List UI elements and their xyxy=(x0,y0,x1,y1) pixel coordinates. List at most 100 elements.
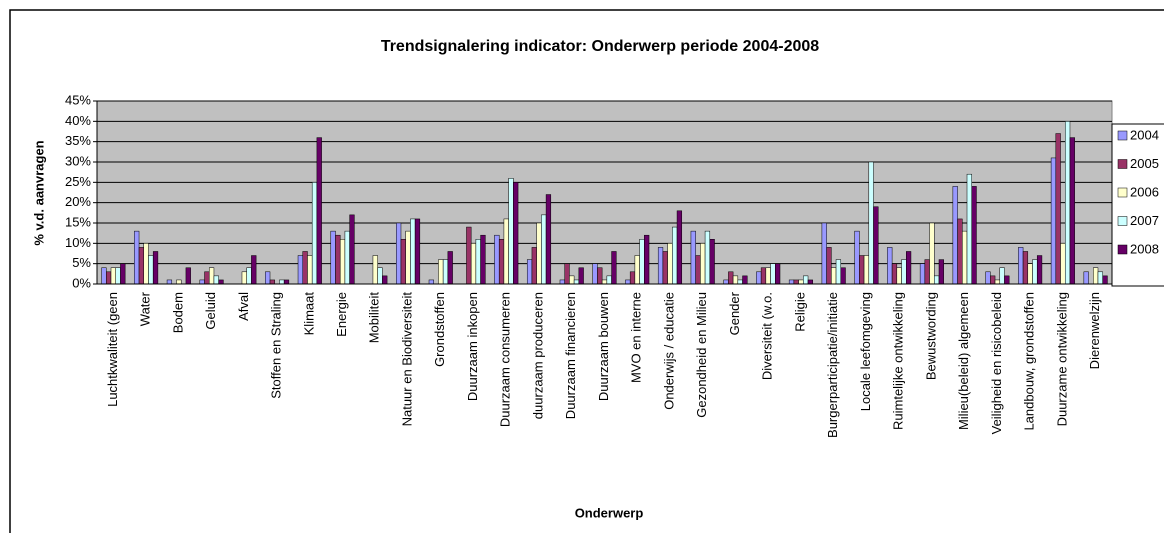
bar xyxy=(279,279,285,285)
bar xyxy=(919,263,926,285)
bar xyxy=(400,239,406,285)
x-tick-label: Stoffen en Straling xyxy=(269,292,284,399)
bar xyxy=(962,230,968,285)
bar xyxy=(994,279,1001,285)
bar xyxy=(134,230,140,285)
bar xyxy=(442,259,449,285)
bar xyxy=(545,194,552,285)
x-tick-label: Religie xyxy=(792,292,807,332)
bar xyxy=(251,255,257,285)
bar xyxy=(1097,271,1103,285)
bar xyxy=(541,214,547,285)
bar xyxy=(775,263,781,285)
bar xyxy=(690,230,696,285)
bar xyxy=(396,222,402,285)
bar xyxy=(414,218,421,285)
bar xyxy=(676,210,683,285)
bar xyxy=(148,255,154,285)
y-tick-label: 15% xyxy=(65,214,91,229)
bar xyxy=(737,279,743,285)
bar xyxy=(330,230,336,285)
bar xyxy=(1027,263,1033,285)
bar xyxy=(644,234,650,285)
bar xyxy=(732,275,739,285)
bar xyxy=(873,206,879,285)
x-tick-label: Duurzaam inkopen xyxy=(465,292,480,401)
bar xyxy=(307,255,313,285)
bar xyxy=(891,263,898,285)
bar xyxy=(985,271,991,285)
bar xyxy=(863,255,870,285)
bar xyxy=(606,275,612,285)
x-tick-label: Locale leefomgeving xyxy=(858,292,873,411)
x-tick-label: Landbouw, grondstoffen xyxy=(1022,292,1037,431)
bar xyxy=(120,263,126,285)
bar xyxy=(1060,243,1066,285)
x-tick-label: Duurzame ontwikkeling xyxy=(1054,292,1069,426)
bar xyxy=(283,279,290,285)
bar xyxy=(466,226,472,285)
bar xyxy=(241,271,247,285)
bar xyxy=(742,275,748,285)
bar xyxy=(840,267,846,285)
bar xyxy=(405,230,411,285)
bar xyxy=(372,255,378,285)
bar xyxy=(569,275,575,285)
bar xyxy=(999,267,1005,285)
x-tick-label: Gezondheid en Milieu xyxy=(694,292,709,418)
x-tick-label: Geluid xyxy=(203,292,218,330)
bar xyxy=(208,267,215,285)
bar xyxy=(1050,157,1057,285)
bar xyxy=(143,243,149,285)
y-tick-label: 35% xyxy=(65,133,91,148)
bar xyxy=(344,230,350,285)
bar xyxy=(756,271,762,285)
bar xyxy=(503,218,509,285)
bar xyxy=(859,255,865,285)
x-tick-label: Bewustwording xyxy=(923,292,938,380)
x-tick-label: Grondstoffen xyxy=(432,292,447,367)
legend-swatch xyxy=(1117,130,1128,141)
bar xyxy=(1093,267,1099,285)
legend-swatch xyxy=(1117,216,1128,226)
bar xyxy=(831,267,837,285)
bar xyxy=(204,271,210,285)
y-tick-label: 30% xyxy=(65,153,91,168)
bar xyxy=(938,259,944,285)
bar xyxy=(246,267,252,285)
bar xyxy=(531,247,537,285)
bar xyxy=(929,222,935,285)
bar xyxy=(611,251,617,285)
x-tick-label: Luchtkwaliteit (geen xyxy=(105,292,120,407)
bar xyxy=(578,267,584,285)
bar xyxy=(1064,121,1071,285)
x-axis-title: Onderwerp xyxy=(575,505,644,520)
bar xyxy=(302,251,308,285)
bar xyxy=(592,263,598,285)
bar xyxy=(667,243,673,285)
bar xyxy=(601,279,608,285)
bar xyxy=(447,251,453,285)
bar xyxy=(868,161,874,285)
bar xyxy=(382,275,388,285)
x-tick-label: Natuur en Biodiversiteit xyxy=(399,292,414,427)
x-tick-label: Duurzaam bouwen xyxy=(596,292,611,401)
bar xyxy=(990,275,996,285)
bar xyxy=(311,182,318,285)
x-tick-label: Gender xyxy=(727,291,742,335)
bar xyxy=(297,255,304,285)
bar xyxy=(803,275,809,285)
chart-title: Trendsignalering indicator: Onderwerp pe… xyxy=(381,38,819,55)
x-tick-label: MVO en interne xyxy=(629,292,644,383)
x-tick-label: duurzaam produceren xyxy=(530,292,545,419)
bar xyxy=(854,230,860,285)
legend-swatch xyxy=(1117,159,1128,169)
bar xyxy=(934,275,940,285)
bar xyxy=(101,267,107,285)
bar xyxy=(428,279,434,285)
bar xyxy=(564,263,570,285)
bar xyxy=(704,230,711,285)
bar xyxy=(138,247,145,285)
legend-label: 2005 xyxy=(1130,156,1159,171)
bar xyxy=(971,186,977,285)
